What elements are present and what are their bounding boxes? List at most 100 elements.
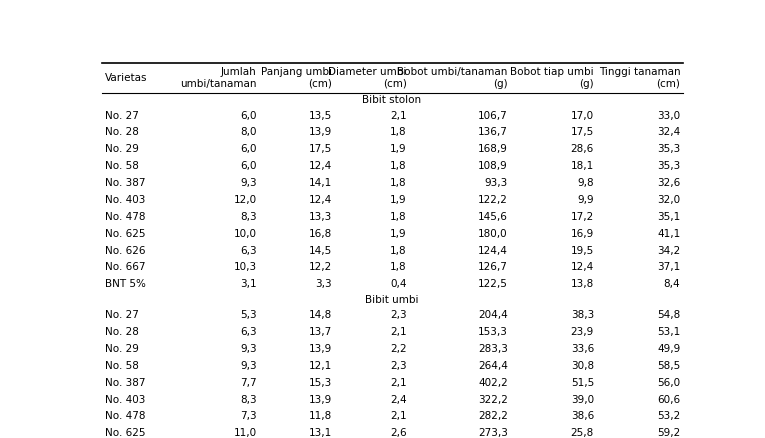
Text: No. 626: No. 626 (105, 246, 145, 255)
Text: 39,0: 39,0 (571, 395, 594, 405)
Text: 34,2: 34,2 (657, 246, 680, 255)
Text: 12,1: 12,1 (308, 361, 331, 371)
Text: 8,4: 8,4 (663, 279, 680, 289)
Text: 8,3: 8,3 (240, 395, 256, 405)
Text: 1,9: 1,9 (390, 145, 406, 154)
Text: 6,3: 6,3 (240, 327, 256, 337)
Text: 49,9: 49,9 (657, 344, 680, 354)
Text: 12,0: 12,0 (233, 195, 256, 205)
Text: Varietas: Varietas (105, 73, 147, 83)
Text: 6,0: 6,0 (240, 161, 256, 171)
Text: 12,2: 12,2 (308, 262, 331, 272)
Text: 136,7: 136,7 (478, 127, 508, 138)
Text: 1,9: 1,9 (390, 195, 406, 205)
Text: 13,9: 13,9 (308, 127, 331, 138)
Text: Tinggi tanaman
(cm): Tinggi tanaman (cm) (598, 67, 680, 88)
Text: No. 28: No. 28 (105, 327, 138, 337)
Text: 126,7: 126,7 (478, 262, 508, 272)
Text: 35,1: 35,1 (657, 212, 680, 222)
Text: 13,3: 13,3 (308, 212, 331, 222)
Text: 3,1: 3,1 (240, 279, 256, 289)
Text: 322,2: 322,2 (478, 395, 508, 405)
Text: 9,3: 9,3 (240, 344, 256, 354)
Text: 41,1: 41,1 (657, 229, 680, 239)
Text: 8,0: 8,0 (240, 127, 256, 138)
Text: 204,4: 204,4 (478, 310, 508, 320)
Text: 12,4: 12,4 (308, 161, 331, 171)
Text: 93,3: 93,3 (484, 178, 508, 188)
Text: 13,8: 13,8 (571, 279, 594, 289)
Text: 38,6: 38,6 (571, 411, 594, 421)
Text: 14,5: 14,5 (308, 246, 331, 255)
Text: 3,3: 3,3 (315, 279, 331, 289)
Text: 1,8: 1,8 (390, 212, 406, 222)
Text: 19,5: 19,5 (571, 246, 594, 255)
Text: 35,3: 35,3 (657, 145, 680, 154)
Text: 7,3: 7,3 (240, 411, 256, 421)
Text: 2,1: 2,1 (390, 327, 406, 337)
Text: No. 29: No. 29 (105, 145, 138, 154)
Text: 30,8: 30,8 (571, 361, 594, 371)
Text: 6,3: 6,3 (240, 246, 256, 255)
Text: 124,4: 124,4 (478, 246, 508, 255)
Text: 56,0: 56,0 (657, 378, 680, 388)
Text: 145,6: 145,6 (478, 212, 508, 222)
Text: 16,9: 16,9 (571, 229, 594, 239)
Text: 13,9: 13,9 (308, 395, 331, 405)
Text: No. 29: No. 29 (105, 344, 138, 354)
Text: 18,1: 18,1 (571, 161, 594, 171)
Text: 53,2: 53,2 (657, 411, 680, 421)
Text: 17,0: 17,0 (571, 111, 594, 120)
Text: 2,1: 2,1 (390, 378, 406, 388)
Text: 283,3: 283,3 (478, 344, 508, 354)
Text: 59,2: 59,2 (657, 428, 680, 438)
Text: 402,2: 402,2 (478, 378, 508, 388)
Text: Bibit umbi: Bibit umbi (366, 295, 418, 305)
Text: 13,7: 13,7 (308, 327, 331, 337)
Text: No. 478: No. 478 (105, 411, 145, 421)
Text: 14,8: 14,8 (308, 310, 331, 320)
Text: 17,2: 17,2 (571, 212, 594, 222)
Text: 15,3: 15,3 (308, 378, 331, 388)
Text: No. 667: No. 667 (105, 262, 145, 272)
Text: 1,8: 1,8 (390, 161, 406, 171)
Text: 2,4: 2,4 (390, 395, 406, 405)
Text: No. 403: No. 403 (105, 395, 145, 405)
Text: 13,9: 13,9 (308, 344, 331, 354)
Text: No. 403: No. 403 (105, 195, 145, 205)
Text: No. 58: No. 58 (105, 161, 138, 171)
Text: 2,1: 2,1 (390, 411, 406, 421)
Text: 23,9: 23,9 (571, 327, 594, 337)
Text: 6,0: 6,0 (240, 145, 256, 154)
Text: 1,8: 1,8 (390, 178, 406, 188)
Text: 2,2: 2,2 (390, 344, 406, 354)
Text: Jumlah
umbi/tanaman: Jumlah umbi/tanaman (180, 67, 256, 88)
Text: 2,3: 2,3 (390, 361, 406, 371)
Text: 32,0: 32,0 (657, 195, 680, 205)
Text: 10,0: 10,0 (233, 229, 256, 239)
Text: No. 478: No. 478 (105, 212, 145, 222)
Text: 37,1: 37,1 (657, 262, 680, 272)
Text: No. 27: No. 27 (105, 111, 138, 120)
Text: 9,3: 9,3 (240, 361, 256, 371)
Text: 12,4: 12,4 (308, 195, 331, 205)
Text: 16,8: 16,8 (308, 229, 331, 239)
Text: 1,9: 1,9 (390, 229, 406, 239)
Text: 17,5: 17,5 (571, 127, 594, 138)
Text: 33,6: 33,6 (571, 344, 594, 354)
Text: 180,0: 180,0 (478, 229, 508, 239)
Text: 2,6: 2,6 (390, 428, 406, 438)
Text: 168,9: 168,9 (478, 145, 508, 154)
Text: 108,9: 108,9 (478, 161, 508, 171)
Text: 33,0: 33,0 (657, 111, 680, 120)
Text: BNT 5%: BNT 5% (105, 279, 145, 289)
Text: 106,7: 106,7 (478, 111, 508, 120)
Text: 5,3: 5,3 (240, 310, 256, 320)
Text: 153,3: 153,3 (478, 327, 508, 337)
Text: 1,8: 1,8 (390, 127, 406, 138)
Text: 32,4: 32,4 (657, 127, 680, 138)
Text: 25,8: 25,8 (571, 428, 594, 438)
Text: 2,1: 2,1 (390, 111, 406, 120)
Text: 54,8: 54,8 (657, 310, 680, 320)
Text: 11,8: 11,8 (308, 411, 331, 421)
